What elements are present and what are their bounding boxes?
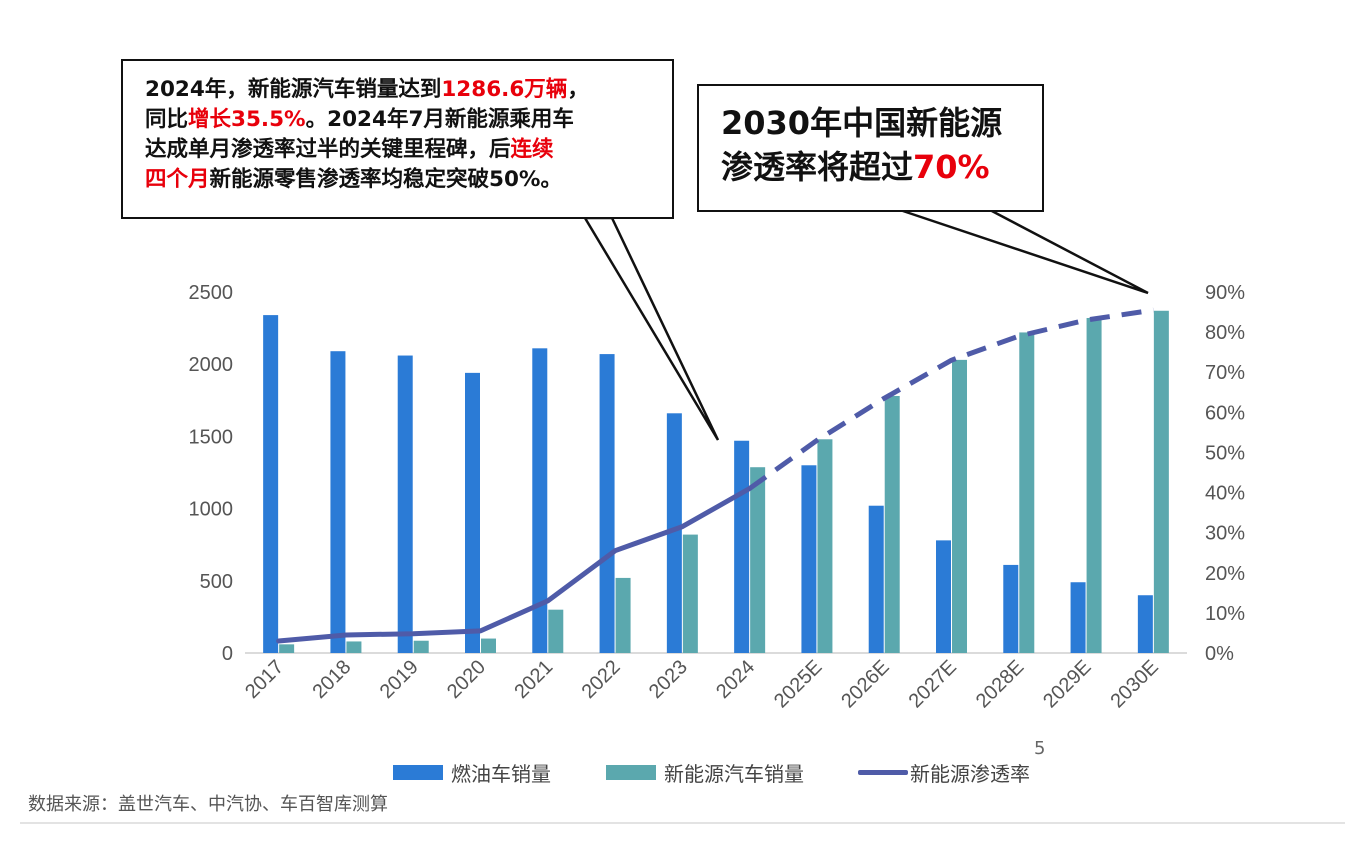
series-line-rate-projected <box>748 307 1154 491</box>
legend-item-ice: 燃油车销量 <box>393 758 551 787</box>
y-left-tick-label: 1500 <box>189 426 234 448</box>
y-left-tick-label: 2500 <box>189 282 234 304</box>
page-number: 5 <box>1034 738 1046 759</box>
x-tick-label: 2027E <box>905 656 961 712</box>
x-tick-label: 2024 <box>712 656 759 703</box>
legend-label-ice: 燃油车销量 <box>451 762 551 786</box>
y-right-tick-label: 20% <box>1205 563 1245 585</box>
legend-label-rate: 新能源渗透率 <box>910 762 1030 786</box>
callout-line: 渗透率将超过70% <box>721 145 1042 189</box>
bar-nev-2024 <box>750 467 766 653</box>
bar-ice-2029E <box>1070 582 1086 653</box>
legend-label-nev: 新能源汽车销量 <box>664 762 804 786</box>
bar-ice-2022 <box>599 354 615 653</box>
callout-text: ， <box>567 77 589 102</box>
bar-ice-2024 <box>734 440 750 653</box>
legend-item-nev: 新能源汽车销量 <box>606 758 804 787</box>
bar-ice-2023 <box>666 413 682 653</box>
bar-ice-2027E <box>936 540 951 653</box>
x-tick-label: 2019 <box>376 656 423 703</box>
callout-2024-sales: 2024年，新能源汽车销量达到1286.6万辆， 同比增长35.5%。2024年… <box>121 59 674 219</box>
y-left-tick-label: 2000 <box>189 354 234 376</box>
callout-highlight: 连续 <box>510 137 554 162</box>
bar-nev-2026E <box>884 395 900 653</box>
x-tick-label: 2028E <box>972 656 1028 712</box>
bar-nev-2028E <box>1019 332 1035 653</box>
y-right-tick-label: 60% <box>1205 402 1245 424</box>
bar-nev-2018 <box>346 641 362 653</box>
legend-swatch-ice <box>393 765 443 780</box>
callout-highlight: 70% <box>913 148 990 186</box>
x-tick-label: 2018 <box>308 656 355 703</box>
bar-nev-2030E <box>1153 310 1169 653</box>
bar-ice-2028E <box>1003 564 1019 653</box>
callout-text: 渗透率将超过 <box>721 148 914 186</box>
x-tick-label: 2020 <box>443 656 490 703</box>
x-tick-label: 2030E <box>1106 656 1162 712</box>
callout-text: 新能源零售渗透率均稳定突破50%。 <box>209 167 562 192</box>
source-note: 数据来源：盖世汽车、中汽协、车百智库测算 <box>28 794 388 815</box>
bar-ice-2020 <box>465 372 480 653</box>
callout-pointer-right <box>899 208 1149 295</box>
y-left-tick-label: 500 <box>200 571 233 593</box>
y-right-tick-label: 30% <box>1205 523 1245 545</box>
callout-text: 。2024年7月新能源乘用车 <box>305 107 574 132</box>
callout-line: 四个月新能源零售渗透率均稳定突破50%。 <box>145 165 658 195</box>
bar-nev-2019 <box>413 640 429 653</box>
legend-swatch-rate <box>858 770 908 775</box>
bar-ice-2030E <box>1137 595 1153 653</box>
x-tick-label: 2025E <box>770 656 826 712</box>
y-right-tick-label: 50% <box>1205 442 1245 464</box>
callout-2030-forecast: 2030年中国新能源 渗透率将超过70% <box>697 84 1044 212</box>
callout-line: 同比增长35.5%。2024年7月新能源乘用车 <box>145 105 658 135</box>
x-tick-label: 2017 <box>241 656 288 703</box>
x-tick-label: 2026E <box>837 656 893 712</box>
x-tick-label: 2029E <box>1039 656 1095 712</box>
callout-text: 同比 <box>145 107 189 132</box>
callout-text: 达成单月渗透率过半的关键里程碑，后 <box>145 137 511 162</box>
bar-ice-2025E <box>801 465 817 653</box>
bar-nev-2022 <box>615 577 631 653</box>
bar-nev-2017 <box>279 644 295 653</box>
bar-nev-2029E <box>1086 317 1102 653</box>
bar-ice-2017 <box>263 315 279 653</box>
callout-highlight: 1286.6万辆 <box>441 77 568 102</box>
bar-ice-2019 <box>397 355 413 653</box>
legend-item-rate: 新能源渗透率 <box>858 758 1030 787</box>
x-tick-label: 2021 <box>510 656 557 703</box>
y-left-tick-label: 0 <box>222 643 233 665</box>
callout-highlight: 增长35.5% <box>188 107 306 132</box>
y-right-tick-label: 40% <box>1205 483 1245 505</box>
y-right-tick-label: 80% <box>1205 322 1245 344</box>
x-tick-label: 2023 <box>645 656 692 703</box>
legend-swatch-nev <box>606 765 656 780</box>
callout-line: 2030年中国新能源 <box>721 104 1003 142</box>
callout-line: 2024年，新能源汽车销量达到1286.6万辆， <box>145 75 658 105</box>
y-right-tick-label: 70% <box>1205 362 1245 384</box>
bar-ice-2026E <box>868 505 884 653</box>
y-right-tick-label: 90% <box>1205 282 1245 304</box>
callout-line: 达成单月渗透率过半的关键里程碑，后连续 <box>145 135 658 165</box>
callout-text: 2024年，新能源汽车销量达到 <box>145 77 442 102</box>
y-left-tick-label: 1000 <box>189 499 234 521</box>
x-tick-label: 2022 <box>578 656 625 703</box>
y-right-tick-label: 10% <box>1205 603 1245 625</box>
bar-nev-2027E <box>952 359 967 653</box>
bar-ice-2018 <box>330 351 346 653</box>
bar-nev-2023 <box>682 534 698 653</box>
divider <box>20 822 1345 824</box>
bar-nev-2021 <box>548 609 564 653</box>
bar-nev-2020 <box>481 638 496 653</box>
bar-ice-2021 <box>532 348 548 653</box>
bar-nev-2025E <box>817 439 833 653</box>
callout-highlight: 四个月 <box>145 167 210 192</box>
series-line-rate-actual <box>276 486 753 644</box>
y-right-tick-label: 0% <box>1205 643 1234 665</box>
